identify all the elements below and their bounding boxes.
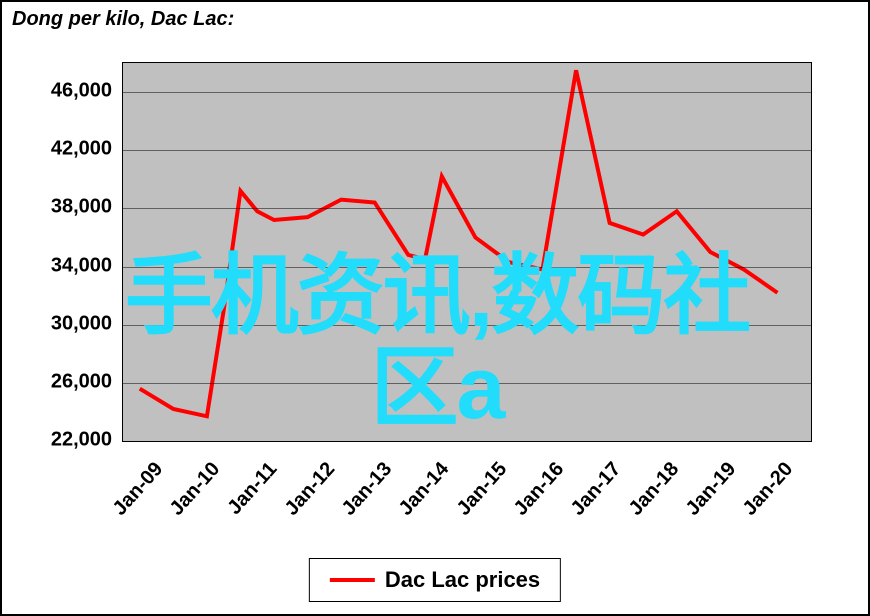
gridline [123, 441, 811, 442]
x-tick-label: Jan-14 [395, 458, 454, 520]
gridline [123, 92, 811, 93]
y-tick-label: 26,000 [51, 370, 112, 393]
y-tick-label: 38,000 [51, 196, 112, 219]
x-tick-label: Jan-12 [280, 458, 339, 520]
gridline [123, 208, 811, 209]
x-tick-label: Jan-16 [510, 458, 569, 520]
gridline [123, 383, 811, 384]
legend-line-sample [330, 578, 375, 582]
x-tick-label: Jan-19 [682, 458, 741, 520]
x-tick-label: Jan-13 [338, 458, 397, 520]
y-tick-label: 42,000 [51, 138, 112, 161]
x-tick-label: Jan-15 [452, 458, 511, 520]
x-tick-label: Jan-20 [739, 458, 798, 520]
legend-label: Dac Lac prices [385, 567, 540, 593]
x-tick-label: Jan-10 [166, 458, 225, 520]
y-tick-label: 34,000 [51, 254, 112, 277]
x-tick-label: Jan-11 [224, 458, 283, 520]
plot-area [122, 62, 812, 442]
gridline [123, 150, 811, 151]
legend: Dac Lac prices [309, 558, 561, 602]
gridline [123, 325, 811, 326]
gridline [123, 267, 811, 268]
chart-container: Dong per kilo, Dac Lac: 22,000 26,000 30,0… [0, 0, 870, 616]
y-tick-label: 22,000 [51, 429, 112, 452]
chart-title: Dong per kilo, Dac Lac: [12, 8, 234, 31]
x-tick-label: Jan-17 [567, 458, 626, 520]
y-tick-label: 30,000 [51, 312, 112, 335]
x-tick-label: Jan-18 [624, 458, 683, 520]
y-tick-label: 46,000 [51, 80, 112, 103]
x-tick-label: Jan-09 [108, 458, 167, 520]
data-line [123, 63, 811, 441]
